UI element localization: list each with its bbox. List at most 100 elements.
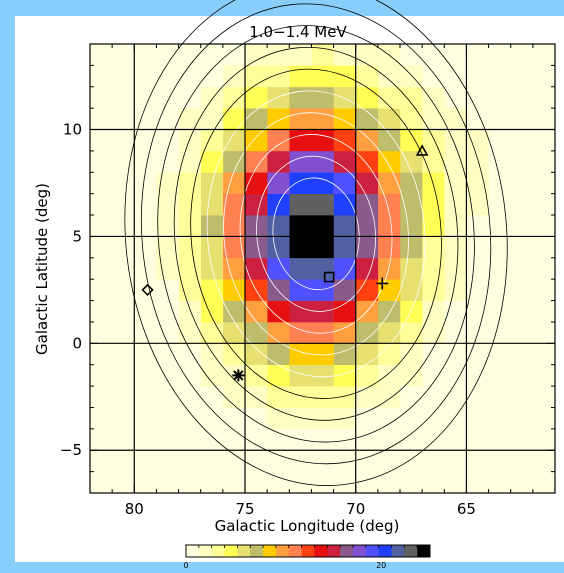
heatmap-cell <box>90 172 113 194</box>
heatmap-cell <box>222 150 246 173</box>
asterisk-marker <box>232 369 245 382</box>
heatmap-cell <box>90 386 113 408</box>
heatmap-cell <box>532 450 556 472</box>
heatmap-cell <box>311 471 334 494</box>
heatmap-cell <box>156 65 179 88</box>
top-border <box>0 0 564 16</box>
heatmap-cell <box>466 86 489 109</box>
heatmap-cell <box>200 407 224 430</box>
heatmap-cell <box>178 150 201 173</box>
heatmap-cell <box>510 343 534 365</box>
heatmap-cell <box>134 172 157 194</box>
heatmap-cell <box>178 300 201 323</box>
heatmap-cell <box>355 471 379 494</box>
heatmap-cell <box>267 44 290 66</box>
heatmap-cell <box>90 236 113 259</box>
heatmap-cell <box>156 386 179 408</box>
heatmap-cell <box>466 129 489 152</box>
contour-line <box>173 46 459 421</box>
colorbar-swatch <box>314 545 328 557</box>
heatmap-cell <box>134 236 157 259</box>
heatmap-cell <box>245 450 268 472</box>
heatmap-cell <box>377 236 401 259</box>
heatmap-cell <box>156 322 179 344</box>
heatmap-cell <box>488 108 511 130</box>
heatmap-cell <box>510 215 534 237</box>
heatmap-cell <box>466 172 489 194</box>
heatmap-cell <box>222 257 246 280</box>
heatmap-cell <box>444 65 467 88</box>
heatmap-cell <box>355 236 379 259</box>
contour-line <box>272 177 360 291</box>
heatmap-cell <box>156 172 179 194</box>
heatmap-cell <box>90 471 113 494</box>
heatmap-cell <box>510 364 534 387</box>
heatmap-cell <box>311 65 334 88</box>
heatmap-cell <box>178 193 201 216</box>
heatmap-cell <box>134 343 157 365</box>
heatmap-cell <box>333 300 356 323</box>
heatmap-cell <box>444 471 467 494</box>
heatmap-cell <box>267 65 290 88</box>
heatmap-cell <box>532 236 556 259</box>
heatmap-cell <box>200 236 224 259</box>
heatmap-cell <box>90 65 113 88</box>
grid-lines <box>90 44 555 493</box>
heatmap-cell <box>510 236 534 259</box>
heatmap-cell <box>156 450 179 472</box>
heatmap-cell <box>200 65 224 88</box>
heatmap-cell <box>400 193 423 216</box>
heatmap-cell <box>134 44 157 66</box>
heatmap-cell <box>178 279 201 301</box>
heatmap-cell <box>311 215 334 237</box>
heatmap-cell <box>466 450 489 472</box>
heatmap-cell <box>466 65 489 88</box>
heatmap-cell <box>245 150 268 173</box>
heatmap-cell <box>112 86 135 109</box>
heatmap-cell <box>289 129 312 152</box>
heatmap-cell <box>532 150 556 173</box>
heatmap-cell <box>532 322 556 344</box>
heatmap-cell <box>90 257 113 280</box>
diamond-marker <box>141 283 154 297</box>
heatmap-cell <box>488 172 511 194</box>
heatmap-cell <box>532 471 556 494</box>
colorbar-swatch <box>365 545 379 557</box>
heatmap-cell <box>377 215 401 237</box>
heatmap-cell <box>200 193 224 216</box>
heatmap-cell <box>134 407 157 430</box>
heatmap-cell <box>112 386 135 408</box>
heatmap-cell <box>267 86 290 109</box>
contour-line <box>223 112 409 356</box>
colorbar-swatch <box>224 545 238 557</box>
heatmap-cell <box>178 407 201 430</box>
heatmap-cell <box>355 407 379 430</box>
heatmap-cell <box>488 471 511 494</box>
heatmap-cell <box>444 300 467 323</box>
heatmap-cell <box>289 86 312 109</box>
heatmap-cell <box>222 129 246 152</box>
heatmap-cell <box>422 471 445 494</box>
heatmap-cell <box>355 86 379 109</box>
heatmap-cell <box>466 407 489 430</box>
heatmap-cell <box>245 471 268 494</box>
heatmap-cell <box>134 150 157 173</box>
heatmap-cell <box>510 450 534 472</box>
heatmap-cell <box>156 236 179 259</box>
heatmap-cell <box>112 108 135 130</box>
heatmap-cell <box>355 65 379 88</box>
heatmap-cell <box>444 343 467 365</box>
heatmap-cell <box>355 386 379 408</box>
heatmap-cell <box>200 364 224 387</box>
colorbar-swatch <box>198 545 212 557</box>
heatmap-cell <box>400 343 423 365</box>
heatmap-cell <box>178 257 201 280</box>
heatmap-cell <box>112 300 135 323</box>
heatmap-cell <box>488 322 511 344</box>
heatmap-cell <box>134 386 157 408</box>
heatmap-cell <box>156 44 179 66</box>
heatmap-cell <box>532 86 556 109</box>
heatmap-cell <box>200 300 224 323</box>
heatmap-cell <box>355 215 379 237</box>
colorbar-swatch <box>404 545 418 557</box>
